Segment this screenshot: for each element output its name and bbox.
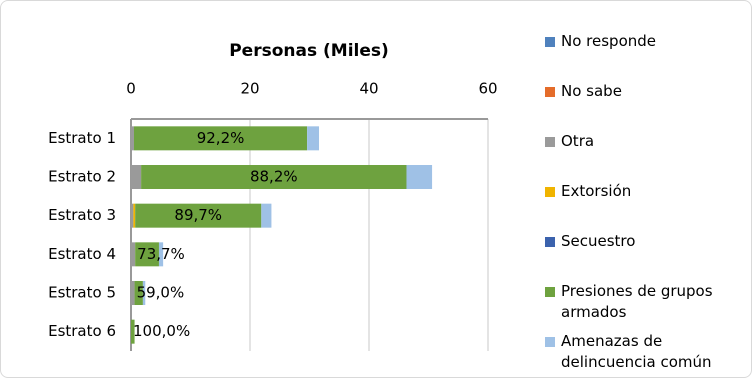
legend-swatch: [545, 337, 555, 347]
x-tick-label: 40: [359, 80, 378, 98]
bar-segment: [134, 281, 143, 305]
legend-label: Amenazas de delincuencia común: [561, 332, 712, 371]
share-label: 92,2%: [197, 129, 245, 147]
bar-segment: [142, 281, 146, 305]
legend-item: Presiones de grupos armados: [545, 281, 745, 323]
bar-segment: [135, 242, 159, 267]
bar-segment: [131, 242, 136, 267]
legend-swatch: [545, 37, 555, 47]
legend-swatch: [545, 87, 555, 97]
bar-segment: [261, 203, 272, 228]
y-tick-label: Estrato 6: [48, 322, 116, 340]
legend-label: Secuestro: [561, 232, 636, 250]
bar-segment: [133, 203, 136, 228]
bar-segment: [131, 165, 142, 189]
share-label: 88,2%: [250, 168, 298, 186]
bar-segment: [307, 126, 320, 151]
legend-item: Extorsión: [545, 181, 745, 202]
legend-swatch: [545, 287, 555, 297]
legend-item: Otra: [545, 131, 745, 152]
x-tick-label: 20: [240, 80, 259, 98]
legend-label: No sabe: [561, 82, 622, 100]
bar-segment: [133, 126, 308, 151]
legend-item: Amenazas de delincuencia común: [545, 331, 745, 373]
bar-segment: [406, 165, 433, 189]
legend-swatch: [545, 237, 555, 247]
share-label: 73,7%: [137, 245, 185, 263]
legend-swatch: [545, 187, 555, 197]
legend-label: Otra: [561, 132, 595, 150]
share-label: 59,0%: [137, 284, 185, 302]
legend-swatch: [545, 137, 555, 147]
legend-item: Secuestro: [545, 231, 745, 252]
legend-item: No sabe: [545, 81, 745, 102]
y-tick-label: Estrato 2: [48, 168, 116, 186]
y-tick-label: Estrato 5: [48, 284, 116, 302]
y-tick-label: Estrato 1: [48, 129, 116, 147]
bar-segment: [131, 203, 134, 228]
legend-label: No responde: [561, 32, 657, 50]
legend-label: Extorsión: [561, 182, 632, 200]
x-tick-label: 60: [478, 80, 497, 98]
bar-segment: [131, 319, 135, 344]
share-label: 100,0%: [133, 322, 190, 340]
bar-segment: [131, 281, 135, 305]
bar-segment: [158, 242, 164, 267]
bar-segment: [141, 165, 407, 189]
y-tick-label: Estrato 3: [48, 206, 116, 224]
bar-segment: [135, 203, 262, 228]
bar-segment: [131, 126, 134, 151]
share-label: 89,7%: [174, 206, 222, 224]
chart-title: Personas (Miles): [229, 41, 389, 61]
legend-item: No responde: [545, 31, 745, 52]
legend-label: Presiones de grupos armados: [561, 282, 713, 321]
x-tick-label: 0: [126, 80, 136, 98]
y-tick-label: Estrato 4: [48, 245, 116, 263]
